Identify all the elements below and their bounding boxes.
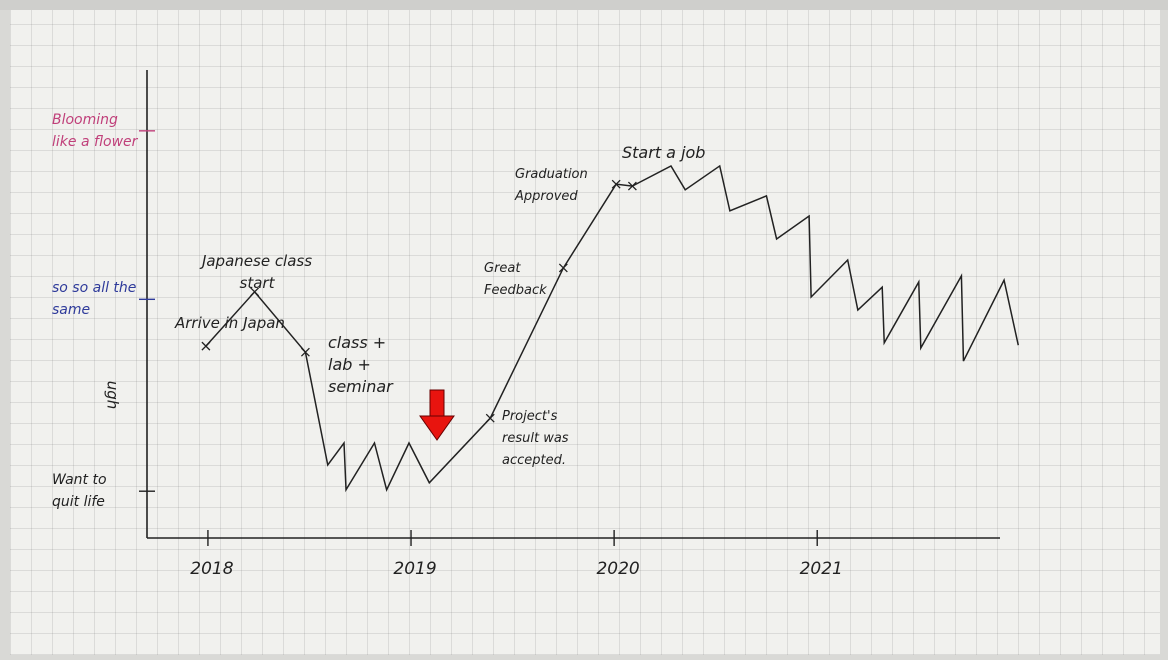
annotation: Start a job — [622, 142, 732, 164]
annotation: class + lab + seminar — [328, 332, 408, 398]
cross-marker — [486, 414, 494, 422]
x-tick-label: 2019 — [393, 559, 436, 579]
red-arrow — [420, 390, 454, 440]
y-annotation: ugh — [101, 381, 123, 410]
y-tick-label: Blooming like a flower — [52, 109, 138, 153]
annotation: Japanese class start — [192, 250, 322, 294]
mood-line — [206, 166, 1018, 490]
annotation: Great Feedback — [484, 258, 554, 302]
screenshot: 2018 2019 2020 2021 Want to quit life so so … — [0, 0, 1168, 660]
y-tick-label: Want to quit life — [52, 469, 138, 513]
x-tick-label: 2020 — [596, 559, 639, 579]
cross-marker — [559, 264, 567, 272]
x-tick-label: 2021 — [800, 559, 843, 579]
x-tick-label: 2018 — [190, 559, 233, 579]
annotation: Graduation Approved — [515, 164, 595, 208]
annotation: Arrive in Japan — [175, 312, 315, 334]
annotation: Project's result was accepted. — [502, 406, 584, 472]
y-tick-label: so so all the same — [52, 277, 138, 321]
cross-marker — [202, 342, 210, 350]
